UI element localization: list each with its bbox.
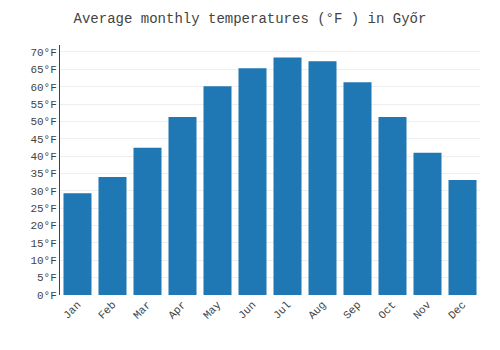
svg-text:Jan: Jan bbox=[61, 299, 83, 321]
svg-text:Apr: Apr bbox=[166, 299, 188, 321]
svg-text:15°F: 15°F bbox=[30, 238, 56, 250]
svg-text:50°F: 50°F bbox=[30, 116, 56, 128]
svg-text:May: May bbox=[201, 299, 224, 322]
svg-text:40°F: 40°F bbox=[30, 151, 56, 163]
svg-text:60°F: 60°F bbox=[30, 82, 56, 94]
svg-text:55°F: 55°F bbox=[30, 99, 56, 111]
svg-text:0°F: 0°F bbox=[37, 290, 57, 302]
svg-text:65°F: 65°F bbox=[30, 64, 56, 76]
svg-text:25°F: 25°F bbox=[30, 203, 56, 215]
svg-text:20°F: 20°F bbox=[30, 220, 56, 232]
svg-text:Nov: Nov bbox=[411, 299, 434, 322]
svg-text:30°F: 30°F bbox=[30, 186, 56, 198]
svg-text:35°F: 35°F bbox=[30, 168, 56, 180]
svg-text:Jul: Jul bbox=[271, 299, 293, 321]
svg-text:Jun: Jun bbox=[236, 299, 258, 321]
svg-text:Mar: Mar bbox=[131, 299, 153, 321]
svg-text:Feb: Feb bbox=[96, 299, 118, 321]
svg-text:Aug: Aug bbox=[306, 299, 328, 321]
svg-text:Oct: Oct bbox=[376, 299, 398, 321]
svg-text:45°F: 45°F bbox=[30, 134, 56, 146]
svg-text:5°F: 5°F bbox=[37, 272, 57, 284]
svg-text:Dec: Dec bbox=[446, 299, 468, 321]
svg-text:10°F: 10°F bbox=[30, 255, 56, 267]
svg-text:Sep: Sep bbox=[341, 299, 363, 321]
svg-text:Average monthly temperatures (: Average monthly temperatures (°F ) in Gy… bbox=[74, 11, 427, 27]
svg-text:70°F: 70°F bbox=[30, 47, 56, 59]
